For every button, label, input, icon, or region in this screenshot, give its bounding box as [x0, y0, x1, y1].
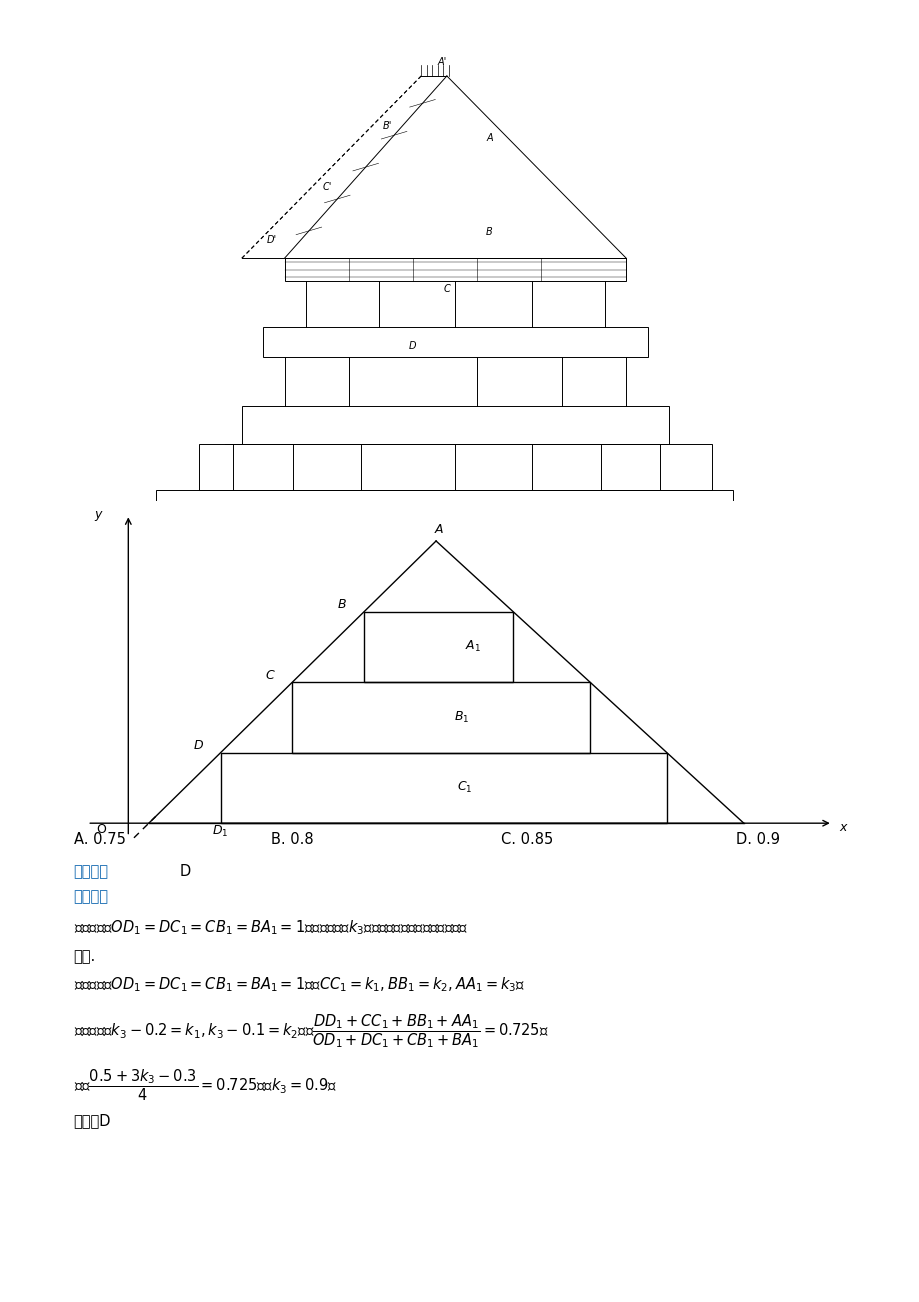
- Text: A': A': [437, 56, 447, 66]
- Text: D. 0.9: D. 0.9: [735, 832, 779, 846]
- Text: $D_1$: $D_1$: [212, 824, 229, 838]
- Text: D': D': [267, 236, 277, 245]
- Text: O: O: [96, 823, 106, 836]
- Text: A: A: [486, 133, 493, 142]
- Text: y: y: [94, 508, 101, 521]
- Bar: [292, 682, 589, 753]
- Text: x: x: [838, 822, 845, 835]
- Text: D: D: [179, 865, 190, 879]
- Text: $C$: $C$: [265, 669, 275, 682]
- Bar: [221, 753, 666, 823]
- Text: 【详解】设$OD_1 = DC_1 = CB_1 = BA_1 = 1$，则$CC_1 = k_1, BB_1 = k_2, AA_1 = k_3$，: 【详解】设$OD_1 = DC_1 = CB_1 = BA_1 = 1$，则$C…: [74, 975, 524, 995]
- Text: B: B: [485, 228, 493, 237]
- Text: 依题意，有$k_3 - 0.2 = k_1, k_3 - 0.1 = k_2$，且$\dfrac{DD_1 + CC_1 + BB_1 + AA_1}{OD_1: 依题意，有$k_3 - 0.2 = k_1, k_3 - 0.1 = k_2$，…: [74, 1012, 548, 1049]
- Text: $A_1$: $A_1$: [464, 639, 481, 655]
- Text: 【解析】: 【解析】: [74, 889, 108, 904]
- Text: $B_1$: $B_1$: [454, 710, 469, 725]
- Text: 故选：D: 故选：D: [74, 1113, 111, 1128]
- Text: B. 0.8: B. 0.8: [271, 832, 313, 846]
- Text: 选项.: 选项.: [74, 949, 96, 963]
- Text: $B$: $B$: [337, 598, 346, 611]
- Text: B': B': [382, 121, 391, 132]
- Text: C': C': [323, 182, 332, 191]
- Text: C. 0.85: C. 0.85: [501, 832, 553, 846]
- Bar: [364, 612, 513, 682]
- Text: 【分析】设$OD_1 = DC_1 = CB_1 = BA_1 = 1$，则可得关于$k_3$的方程，求出其解后可得正确的: 【分析】设$OD_1 = DC_1 = CB_1 = BA_1 = 1$，则可得…: [74, 918, 468, 937]
- Text: 所以$\dfrac{0.5 + 3k_3 - 0.3}{4} = 0.725$，故$k_3 = 0.9$，: 所以$\dfrac{0.5 + 3k_3 - 0.3}{4} = 0.725$，…: [74, 1068, 336, 1103]
- Text: $A$: $A$: [434, 522, 444, 535]
- Text: 【答案】: 【答案】: [74, 865, 108, 879]
- Text: D: D: [408, 341, 416, 352]
- Text: $D$: $D$: [192, 740, 203, 753]
- Text: A. 0.75: A. 0.75: [74, 832, 125, 846]
- Text: C: C: [443, 284, 449, 294]
- Text: $C_1$: $C_1$: [456, 780, 471, 796]
